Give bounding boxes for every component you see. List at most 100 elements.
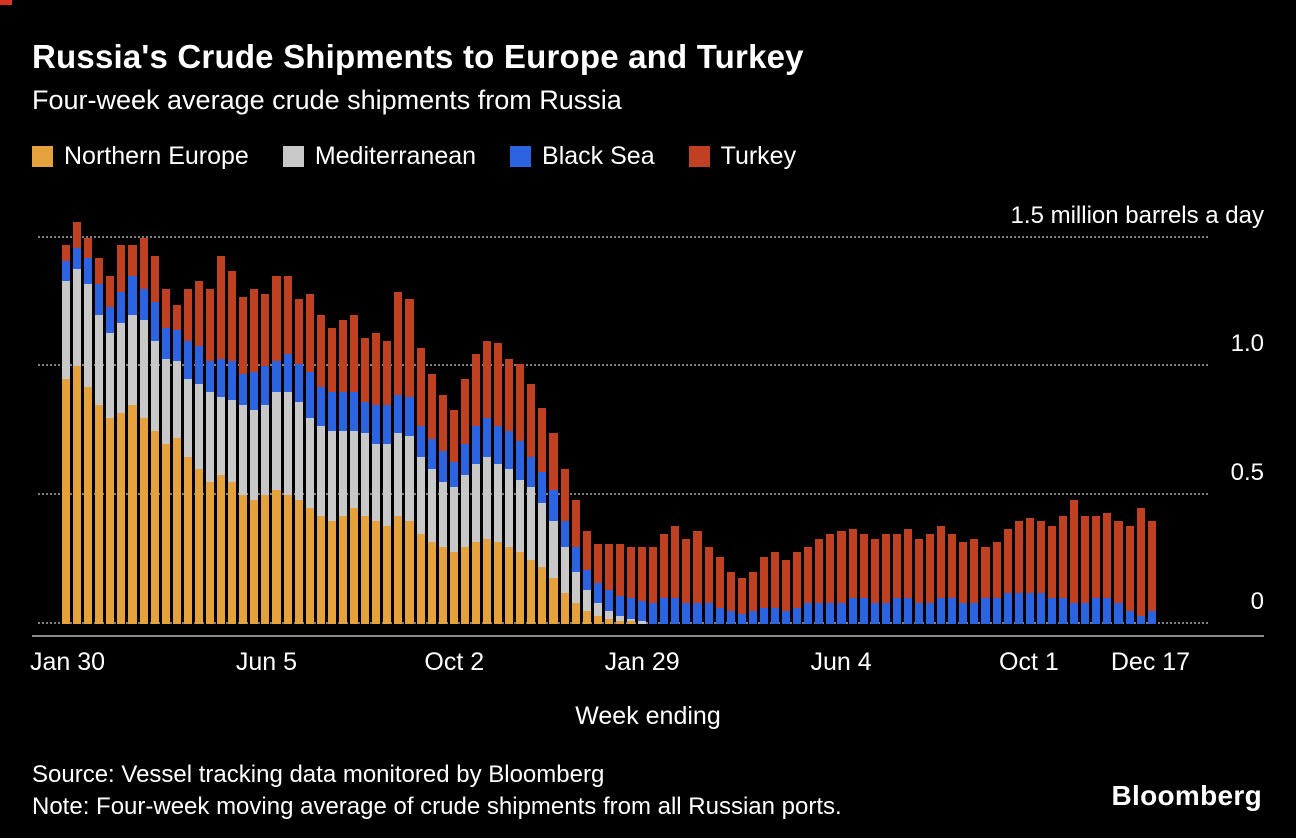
bar <box>959 199 968 624</box>
bar-segment-black-sea <box>106 307 115 333</box>
bar-segment-northern-europe <box>538 567 547 624</box>
bar-segment-turkey <box>726 572 735 612</box>
bar-segment-northern-europe <box>615 621 624 624</box>
bar-segment-black-sea <box>1125 611 1134 624</box>
bar-segment-northern-europe <box>73 366 82 624</box>
bar-segment-black-sea <box>671 598 680 624</box>
bar-segment-northern-europe <box>239 495 248 624</box>
bar-segment-turkey <box>582 531 591 570</box>
bar <box>926 199 935 624</box>
bar <box>95 199 104 624</box>
bar-segment-mediterranean <box>183 379 192 457</box>
bar-segment-turkey <box>482 340 492 418</box>
bar <box>272 199 281 624</box>
bar-segment-turkey <box>1025 518 1034 594</box>
bar-segment-turkey <box>1059 515 1068 599</box>
bar <box>992 199 1001 624</box>
legend-label: Mediterranean <box>314 141 477 170</box>
bar-segment-turkey <box>638 546 647 601</box>
bar <box>937 199 946 624</box>
legend-item: Turkey <box>688 142 796 171</box>
legend-swatch <box>282 145 304 167</box>
bar-segment-turkey <box>361 338 370 403</box>
bar-segment-northern-europe <box>316 515 325 624</box>
page-subtitle: Four-week average crude shipments from R… <box>32 84 622 115</box>
bar-segment-black-sea <box>915 603 924 624</box>
bar-segment-black-sea <box>859 598 868 624</box>
bar-segment-black-sea <box>516 441 525 480</box>
bar-segment-mediterranean <box>505 469 514 547</box>
bar-segment-black-sea <box>283 353 292 393</box>
bar <box>361 199 370 624</box>
bar <box>538 199 547 624</box>
bar-segment-black-sea <box>1047 598 1057 624</box>
bar-segment-black-sea <box>361 402 370 434</box>
bar-segment-turkey <box>505 358 514 431</box>
bar-segment-turkey <box>571 500 580 547</box>
bar-segment-black-sea <box>438 451 447 483</box>
bar-segment-mediterranean <box>272 392 281 490</box>
bar <box>527 199 536 624</box>
bar-segment-mediterranean <box>449 487 458 552</box>
bar-segment-black-sea <box>804 603 813 624</box>
bar-segment-mediterranean <box>438 482 447 547</box>
bar-segment-mediterranean <box>516 479 525 552</box>
bar-segment-turkey <box>1147 520 1156 612</box>
bar-segment-northern-europe <box>383 526 392 624</box>
bar-segment-turkey <box>604 544 613 591</box>
legend-item: Black Sea <box>510 142 655 171</box>
bar-segment-black-sea <box>870 603 879 624</box>
bar <box>228 199 237 624</box>
bar-segment-mediterranean <box>638 621 647 624</box>
bar <box>327 199 336 624</box>
bar-segment-mediterranean <box>350 430 359 509</box>
bar <box>915 199 924 624</box>
bar-segment-mediterranean <box>482 456 492 539</box>
bar <box>870 199 879 624</box>
bar-segment-northern-europe <box>128 405 137 624</box>
bar-segment-turkey <box>837 531 846 604</box>
bar-segment-black-sea <box>737 613 746 624</box>
gridline <box>38 493 1208 496</box>
bar-segment-turkey <box>239 296 248 375</box>
bar-segment-northern-europe <box>161 443 170 624</box>
bar-segment-mediterranean <box>549 520 558 578</box>
bar <box>615 199 624 624</box>
bar-segment-black-sea <box>161 327 170 359</box>
bar <box>671 199 680 624</box>
bar <box>1103 199 1112 624</box>
bar-segment-black-sea <box>638 600 647 622</box>
legend: Northern Europe Mediterranean Black Sea Tur… <box>0 116 1296 171</box>
bar-segment-black-sea <box>837 603 846 624</box>
bar-segment-black-sea <box>682 603 691 624</box>
bar-segment-black-sea <box>1147 611 1156 624</box>
bar <box>970 199 979 624</box>
bar-segment-turkey <box>626 546 636 599</box>
bar-segment-black-sea <box>261 366 270 406</box>
bar-segment-black-sea <box>128 276 137 315</box>
bar-segment-mediterranean <box>593 603 602 617</box>
source-text: Source: Vessel tracking data monitored b… <box>32 760 605 788</box>
bar-segment-turkey <box>316 314 325 387</box>
bar-segment-turkey <box>117 245 126 292</box>
bar-segment-black-sea <box>117 291 126 323</box>
bar-segment-northern-europe <box>183 456 192 624</box>
bar-segment-northern-europe <box>95 405 104 624</box>
bar-segment-turkey <box>338 320 348 393</box>
bar-segment-black-sea <box>615 595 624 617</box>
bar-segment-turkey <box>549 433 558 491</box>
bar-segment-mediterranean <box>604 611 613 619</box>
bar-segment-black-sea <box>84 258 93 284</box>
bar-segment-northern-europe <box>139 417 148 624</box>
bar <box>117 199 126 624</box>
bar-segment-turkey <box>427 374 436 439</box>
bar-segment-turkey <box>73 222 82 248</box>
bar-segment-turkey <box>560 469 569 521</box>
bar-segment-black-sea <box>649 603 658 624</box>
bar-segment-northern-europe <box>272 490 281 624</box>
bar <box>1014 199 1023 624</box>
bar-segment-mediterranean <box>283 392 292 496</box>
bar <box>892 199 901 624</box>
bar-segment-mediterranean <box>383 443 392 527</box>
bar <box>638 199 647 624</box>
